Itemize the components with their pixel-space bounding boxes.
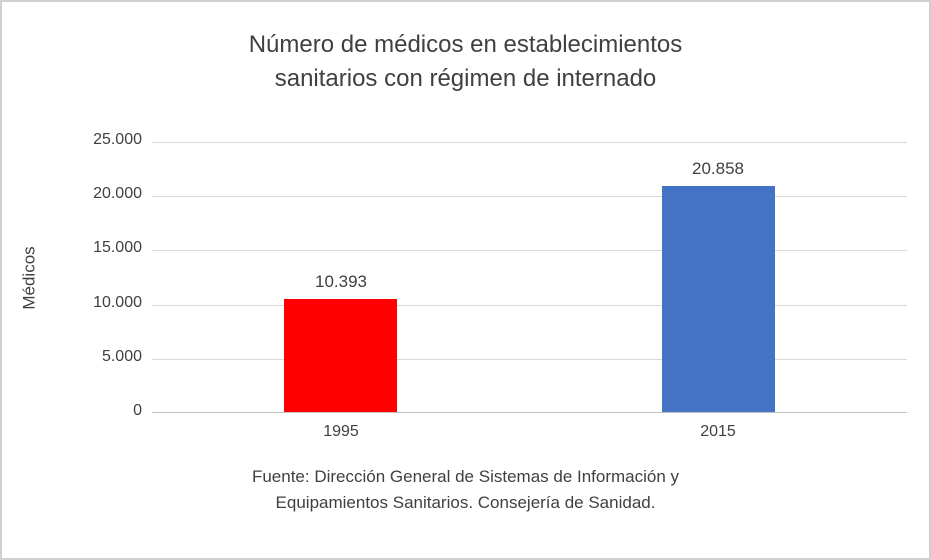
plot-area: 10.393 20.858: [152, 142, 907, 413]
chart-title-line-1: Número de médicos en establecimientos: [248, 31, 683, 58]
chart-title-line-2: sanitarios con régimen de internado: [274, 64, 657, 92]
bar-value-label: 10.393: [315, 272, 367, 291]
y-tick-label: 20.000: [93, 185, 142, 203]
y-tick-label: 10.000: [93, 293, 142, 311]
x-category-label: 1995: [323, 423, 359, 440]
gridline: [152, 250, 907, 252]
y-tick-label: 15.000: [93, 239, 142, 257]
y-axis-tick-labels: 0 5.000 10.000 15.000 20.000 25.000: [2, 2, 142, 558]
y-tick-label: 5.000: [101, 347, 142, 365]
x-axis-category-labels: 1995 2015: [152, 423, 907, 447]
bar-1995: [284, 299, 397, 412]
x-category-label: 2015: [700, 423, 736, 440]
bar-2015: [662, 186, 775, 412]
gridline: [152, 142, 907, 143]
y-tick-label: 25.000: [93, 131, 142, 148]
source-note: Fuente: Dirección General de Sistemas de…: [2, 464, 929, 517]
y-tick-label: 0: [133, 402, 142, 419]
gridline: [152, 358, 907, 360]
gridline: [152, 196, 907, 198]
chart-title: Número de médicos en establecimientos sa…: [2, 28, 929, 95]
source-note-line-2: Equipamientos Sanitarios. Consejería de …: [275, 493, 656, 513]
gridline: [152, 304, 907, 306]
source-note-line-1: Fuente: Dirección General de Sistemas de…: [251, 467, 680, 486]
x-axis-line: [152, 412, 907, 413]
bar-value-label: 20.858: [692, 159, 744, 178]
